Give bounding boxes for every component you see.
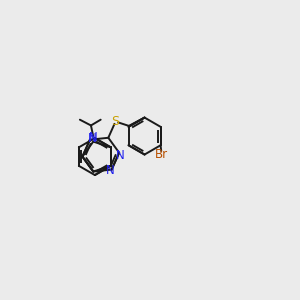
Text: N: N [87, 132, 96, 145]
Text: N: N [105, 164, 114, 177]
Text: N: N [89, 131, 98, 144]
Text: S: S [111, 115, 119, 128]
Text: Br: Br [155, 148, 168, 161]
Text: N: N [116, 149, 124, 162]
